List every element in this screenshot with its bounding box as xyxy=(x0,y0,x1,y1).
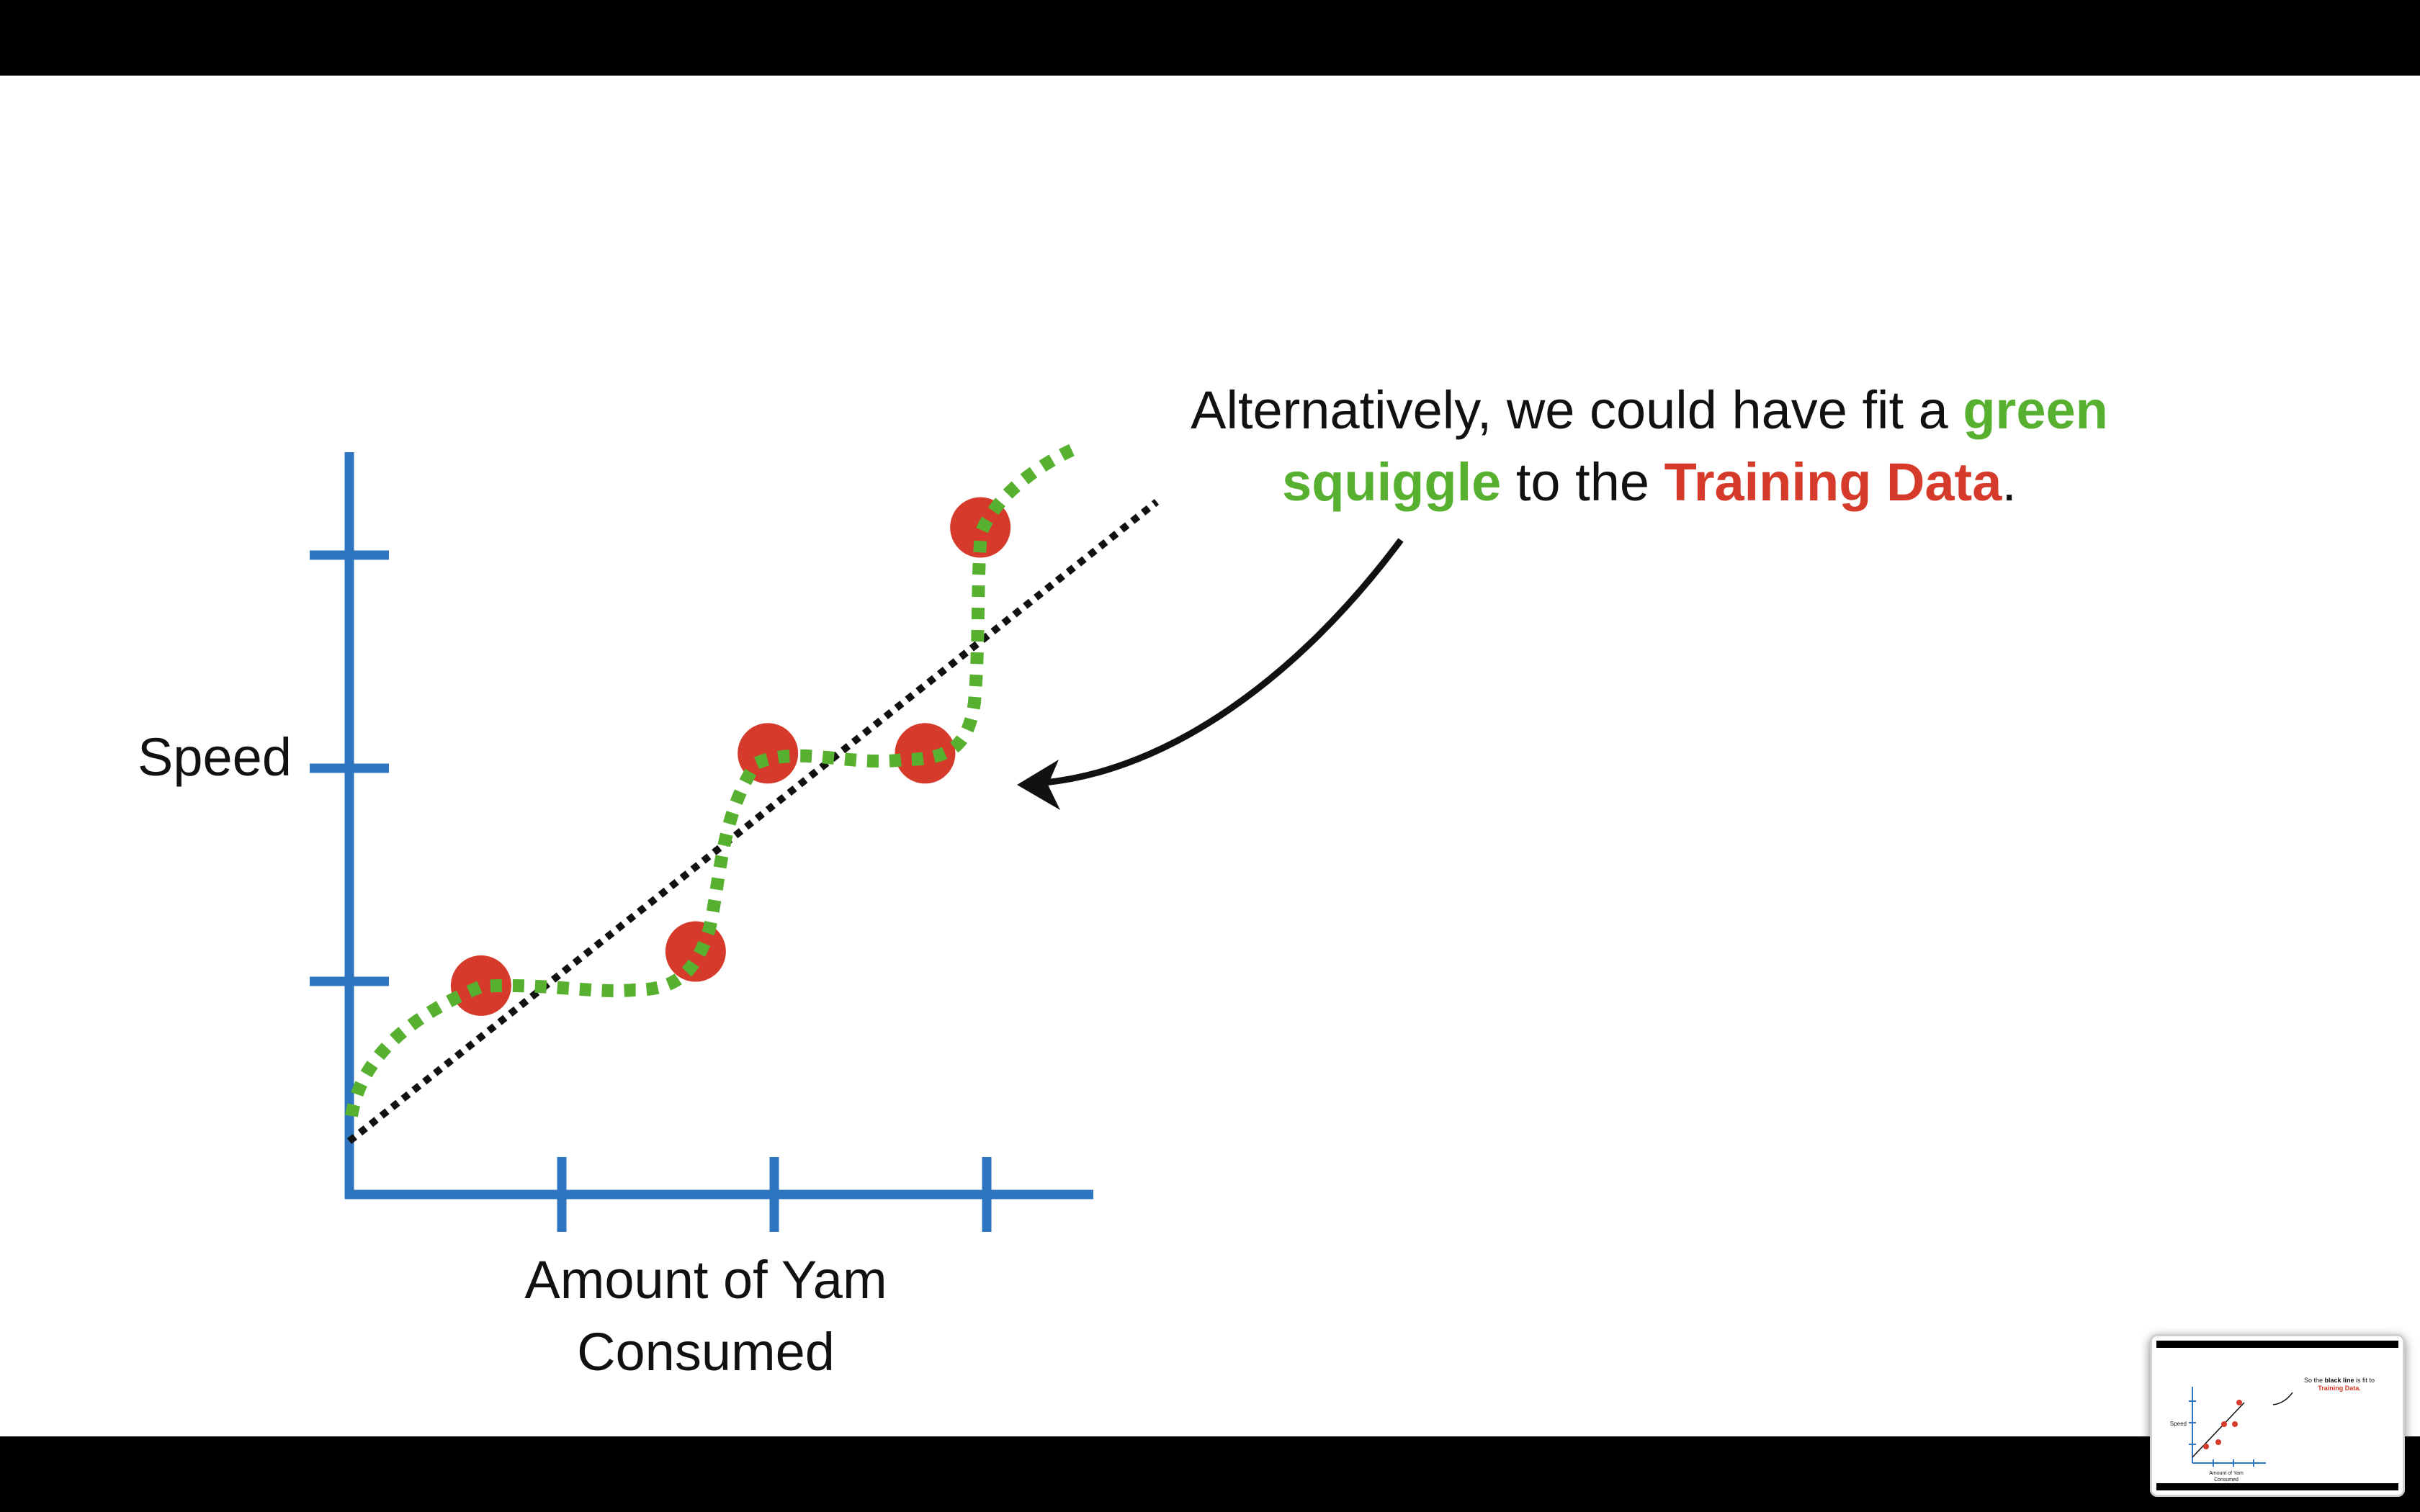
data-point xyxy=(738,723,799,784)
letterbox-top xyxy=(0,0,2420,76)
slide: Speed Amount of Yam Consumed Alternative… xyxy=(0,76,2420,1436)
thumbnail-callout-middle: is fit to xyxy=(2356,1377,2375,1384)
y-axis-label: Speed xyxy=(138,727,292,787)
callout-arrow xyxy=(1044,538,1404,786)
scatter-chart: Speed Amount of Yam Consumed xyxy=(138,444,1404,1382)
thumbnail-letterbox-top xyxy=(2156,1341,2398,1348)
thumbnail-point xyxy=(2232,1421,2238,1427)
thumbnail-callout-red: Training Data. xyxy=(2318,1385,2361,1392)
thumbnail-fit-line xyxy=(2192,1402,2245,1458)
thumbnail-xlabel-line1: Amount of Yam xyxy=(2209,1471,2244,1476)
callout-red-phrase: Training Data xyxy=(1664,452,2002,512)
thumbnail-point xyxy=(2236,1400,2242,1405)
letterbox-bottom xyxy=(0,1436,2420,1512)
thumbnail-callout-bold: black line xyxy=(2324,1377,2354,1384)
callout-green-phrase: green squiggle xyxy=(1282,380,2108,512)
thumbnail-point xyxy=(2221,1421,2227,1427)
callout-suffix: . xyxy=(2002,452,2017,512)
axis-ticks xyxy=(310,550,992,1232)
data-point xyxy=(450,955,511,1016)
thumbnail-point xyxy=(2215,1439,2221,1445)
slide-preview-thumbnail[interactable]: Speed Amount of Yam Consumed So the blac… xyxy=(2150,1334,2405,1497)
thumbnail-letterbox-bottom xyxy=(2156,1483,2398,1490)
callout-middle: to the xyxy=(1515,452,1650,512)
thumbnail-arrow xyxy=(2272,1392,2293,1405)
black-dotted-fit-line xyxy=(346,499,1160,1144)
thumbnail-callout: So the black line is fit to Training Dat… xyxy=(2296,1377,2383,1392)
callout-prefix: Alternatively, we could have fit a xyxy=(1191,380,1948,440)
thumbnail-chart: Speed Amount of Yam Consumed xyxy=(2170,1387,2293,1482)
x-axis-label-line1: Amount of Yam xyxy=(524,1250,887,1310)
data-point xyxy=(895,723,956,784)
callout-arrowhead-icon xyxy=(1017,760,1060,810)
green-squiggle xyxy=(345,444,1075,1117)
x-axis-label-line2: Consumed xyxy=(577,1322,835,1382)
thumbnail-ylabel: Speed xyxy=(2170,1421,2187,1427)
training-data-points xyxy=(450,497,1011,1016)
thumbnail-xlabel-line2: Consumed xyxy=(2214,1477,2238,1482)
thumbnail-point xyxy=(2203,1444,2209,1449)
thumbnail-callout-prefix: So the xyxy=(2303,1377,2323,1384)
callout-text: Alternatively, we could have fit a green… xyxy=(1181,374,2118,518)
